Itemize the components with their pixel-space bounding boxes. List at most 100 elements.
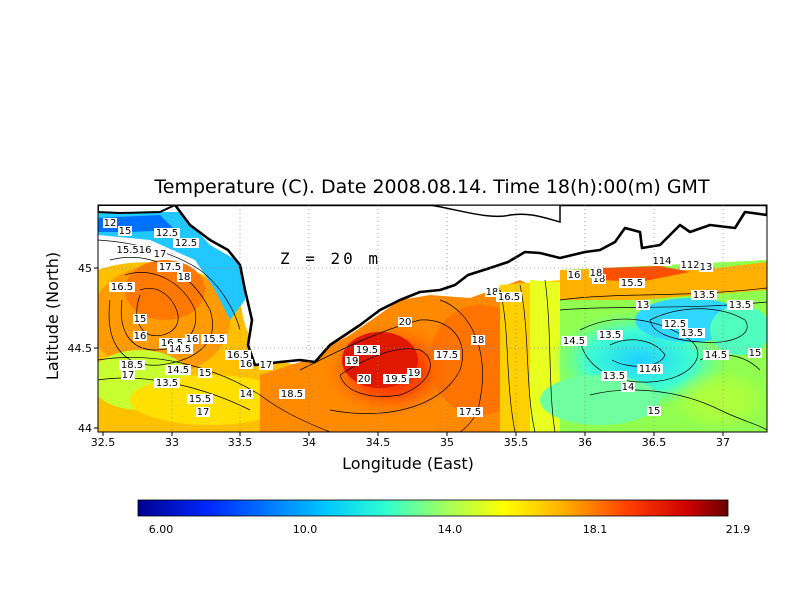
colorbar: 6.00 10.0 14.0 18.1 21.9 (137, 499, 750, 536)
svg-text:16.5: 16.5 (227, 350, 249, 361)
svg-text:17: 17 (154, 249, 167, 260)
svg-text:13.5: 13.5 (603, 371, 625, 382)
contour-label: 15 (133, 314, 147, 325)
contour-label: 17 (196, 407, 210, 418)
svg-text:18.5: 18.5 (121, 360, 143, 371)
x-tick-label: 33.5 (228, 436, 253, 449)
svg-text:114: 114 (652, 256, 671, 267)
contour-label: 15.5 (187, 394, 213, 405)
x-tick-label: 34.5 (366, 436, 391, 449)
svg-text:14: 14 (645, 364, 658, 375)
chart-title: Temperature (C). Date 2008.08.14. Time 1… (153, 176, 710, 198)
contour-label: 20 (398, 317, 412, 328)
svg-text:18: 18 (178, 272, 191, 283)
svg-text:12: 12 (104, 218, 117, 229)
axis-ticks (94, 267, 724, 436)
x-tick-label: 33 (165, 436, 179, 449)
svg-text:15.5: 15.5 (189, 394, 211, 405)
svg-text:19.5: 19.5 (385, 374, 407, 385)
contour-label: 15 (198, 368, 212, 379)
contour-label: 16.5 (496, 292, 522, 303)
contour-label: 13.5 (727, 300, 753, 311)
svg-text:112: 112 (680, 260, 699, 271)
colorbar-tick-label: 10.0 (293, 523, 318, 536)
svg-text:12.5: 12.5 (664, 319, 686, 330)
svg-text:12.5: 12.5 (156, 228, 178, 239)
svg-text:17: 17 (122, 370, 135, 381)
svg-text:16.5: 16.5 (498, 292, 520, 303)
svg-text:13: 13 (700, 262, 713, 273)
contour-label: 12.5 (154, 228, 180, 239)
contour-label: 18 (485, 287, 499, 298)
contour-label: 112 (680, 260, 700, 271)
y-tick-label: 44.5 (68, 342, 93, 355)
contour-label: 17 (259, 360, 273, 371)
contour-label: 17 (153, 249, 167, 260)
svg-text:14.5: 14.5 (705, 350, 727, 361)
contour-label: 14.5 (167, 344, 193, 355)
contour-label: 14 (239, 389, 253, 400)
contour-label: 17.5 (434, 350, 460, 361)
svg-text:18.5: 18.5 (281, 389, 303, 400)
contour-label: 18 (592, 274, 606, 285)
x-tick-label: 36 (578, 436, 592, 449)
svg-text:17.5: 17.5 (459, 407, 481, 418)
x-tick-label: 32.5 (91, 436, 116, 449)
svg-text:19: 19 (346, 356, 359, 367)
contour-label: 16.5 (225, 350, 251, 361)
colorbar-gradient (137, 499, 729, 517)
contour-label: 18 (589, 268, 603, 279)
svg-text:15: 15 (134, 314, 147, 325)
svg-text:12.5: 12.5 (175, 238, 197, 249)
contour-label: 12.5 (173, 238, 199, 249)
contour-label: 15 (748, 348, 762, 359)
y-tick-label: 44 (78, 422, 92, 435)
contour-label: 14.5 (561, 336, 587, 347)
contour-label: 15.5 (201, 334, 227, 345)
svg-text:14.5: 14.5 (563, 336, 585, 347)
svg-text:20: 20 (358, 374, 371, 385)
svg-text:13.5: 13.5 (729, 300, 751, 311)
svg-text:14.5: 14.5 (169, 344, 191, 355)
contour-label: 19.5 (354, 345, 380, 356)
depth-label: Z = 20 m (280, 249, 381, 268)
colorbar-tick-label: 18.1 (583, 523, 608, 536)
contour-label: 18.5 (119, 360, 145, 371)
land-mask (98, 205, 767, 367)
svg-text:14: 14 (622, 382, 635, 393)
svg-text:13.5: 13.5 (681, 328, 703, 339)
x-tick-labels: 32.5 33 33.5 34 34.5 35 35.5 36 36.5 37 (91, 436, 730, 449)
svg-text:20: 20 (399, 317, 412, 328)
contour-label: 14 (621, 382, 635, 393)
contour-label: 13 (699, 262, 713, 273)
contour-label: 13 (636, 300, 650, 311)
x-tick-label: 35.5 (504, 436, 529, 449)
contour-label: 12 (103, 218, 117, 229)
svg-text:17.5: 17.5 (159, 262, 181, 273)
svg-text:15: 15 (648, 406, 661, 417)
contour-label: 14.5 (703, 350, 729, 361)
x-tick-label: 36.5 (642, 436, 667, 449)
contour-label: 19 (407, 368, 421, 379)
svg-text:15.5: 15.5 (621, 278, 643, 289)
contour-label: 15 (118, 226, 132, 237)
contour-label: 13.5 (601, 371, 627, 382)
plot-frame (97, 204, 768, 433)
contour-label: 16.5 (109, 282, 135, 293)
x-tick-label: 35 (440, 436, 454, 449)
contour-label: 15 (647, 406, 661, 417)
svg-text:19: 19 (408, 368, 421, 379)
contour-label: 12.5 (662, 319, 688, 330)
svg-text:15: 15 (199, 368, 212, 379)
contour-label: 19 (345, 356, 359, 367)
contour-label: 13.5 (679, 328, 705, 339)
contour-label: 17 (121, 370, 135, 381)
svg-text:16: 16 (240, 359, 253, 370)
svg-text:16.5: 16.5 (161, 338, 183, 349)
svg-text:16: 16 (568, 270, 581, 281)
contour-label: 19.5 (383, 374, 409, 385)
y-axis-label: Latitude (North) (43, 252, 62, 380)
svg-text:16.5: 16.5 (111, 282, 133, 293)
svg-text:13.5: 13.5 (156, 378, 178, 389)
